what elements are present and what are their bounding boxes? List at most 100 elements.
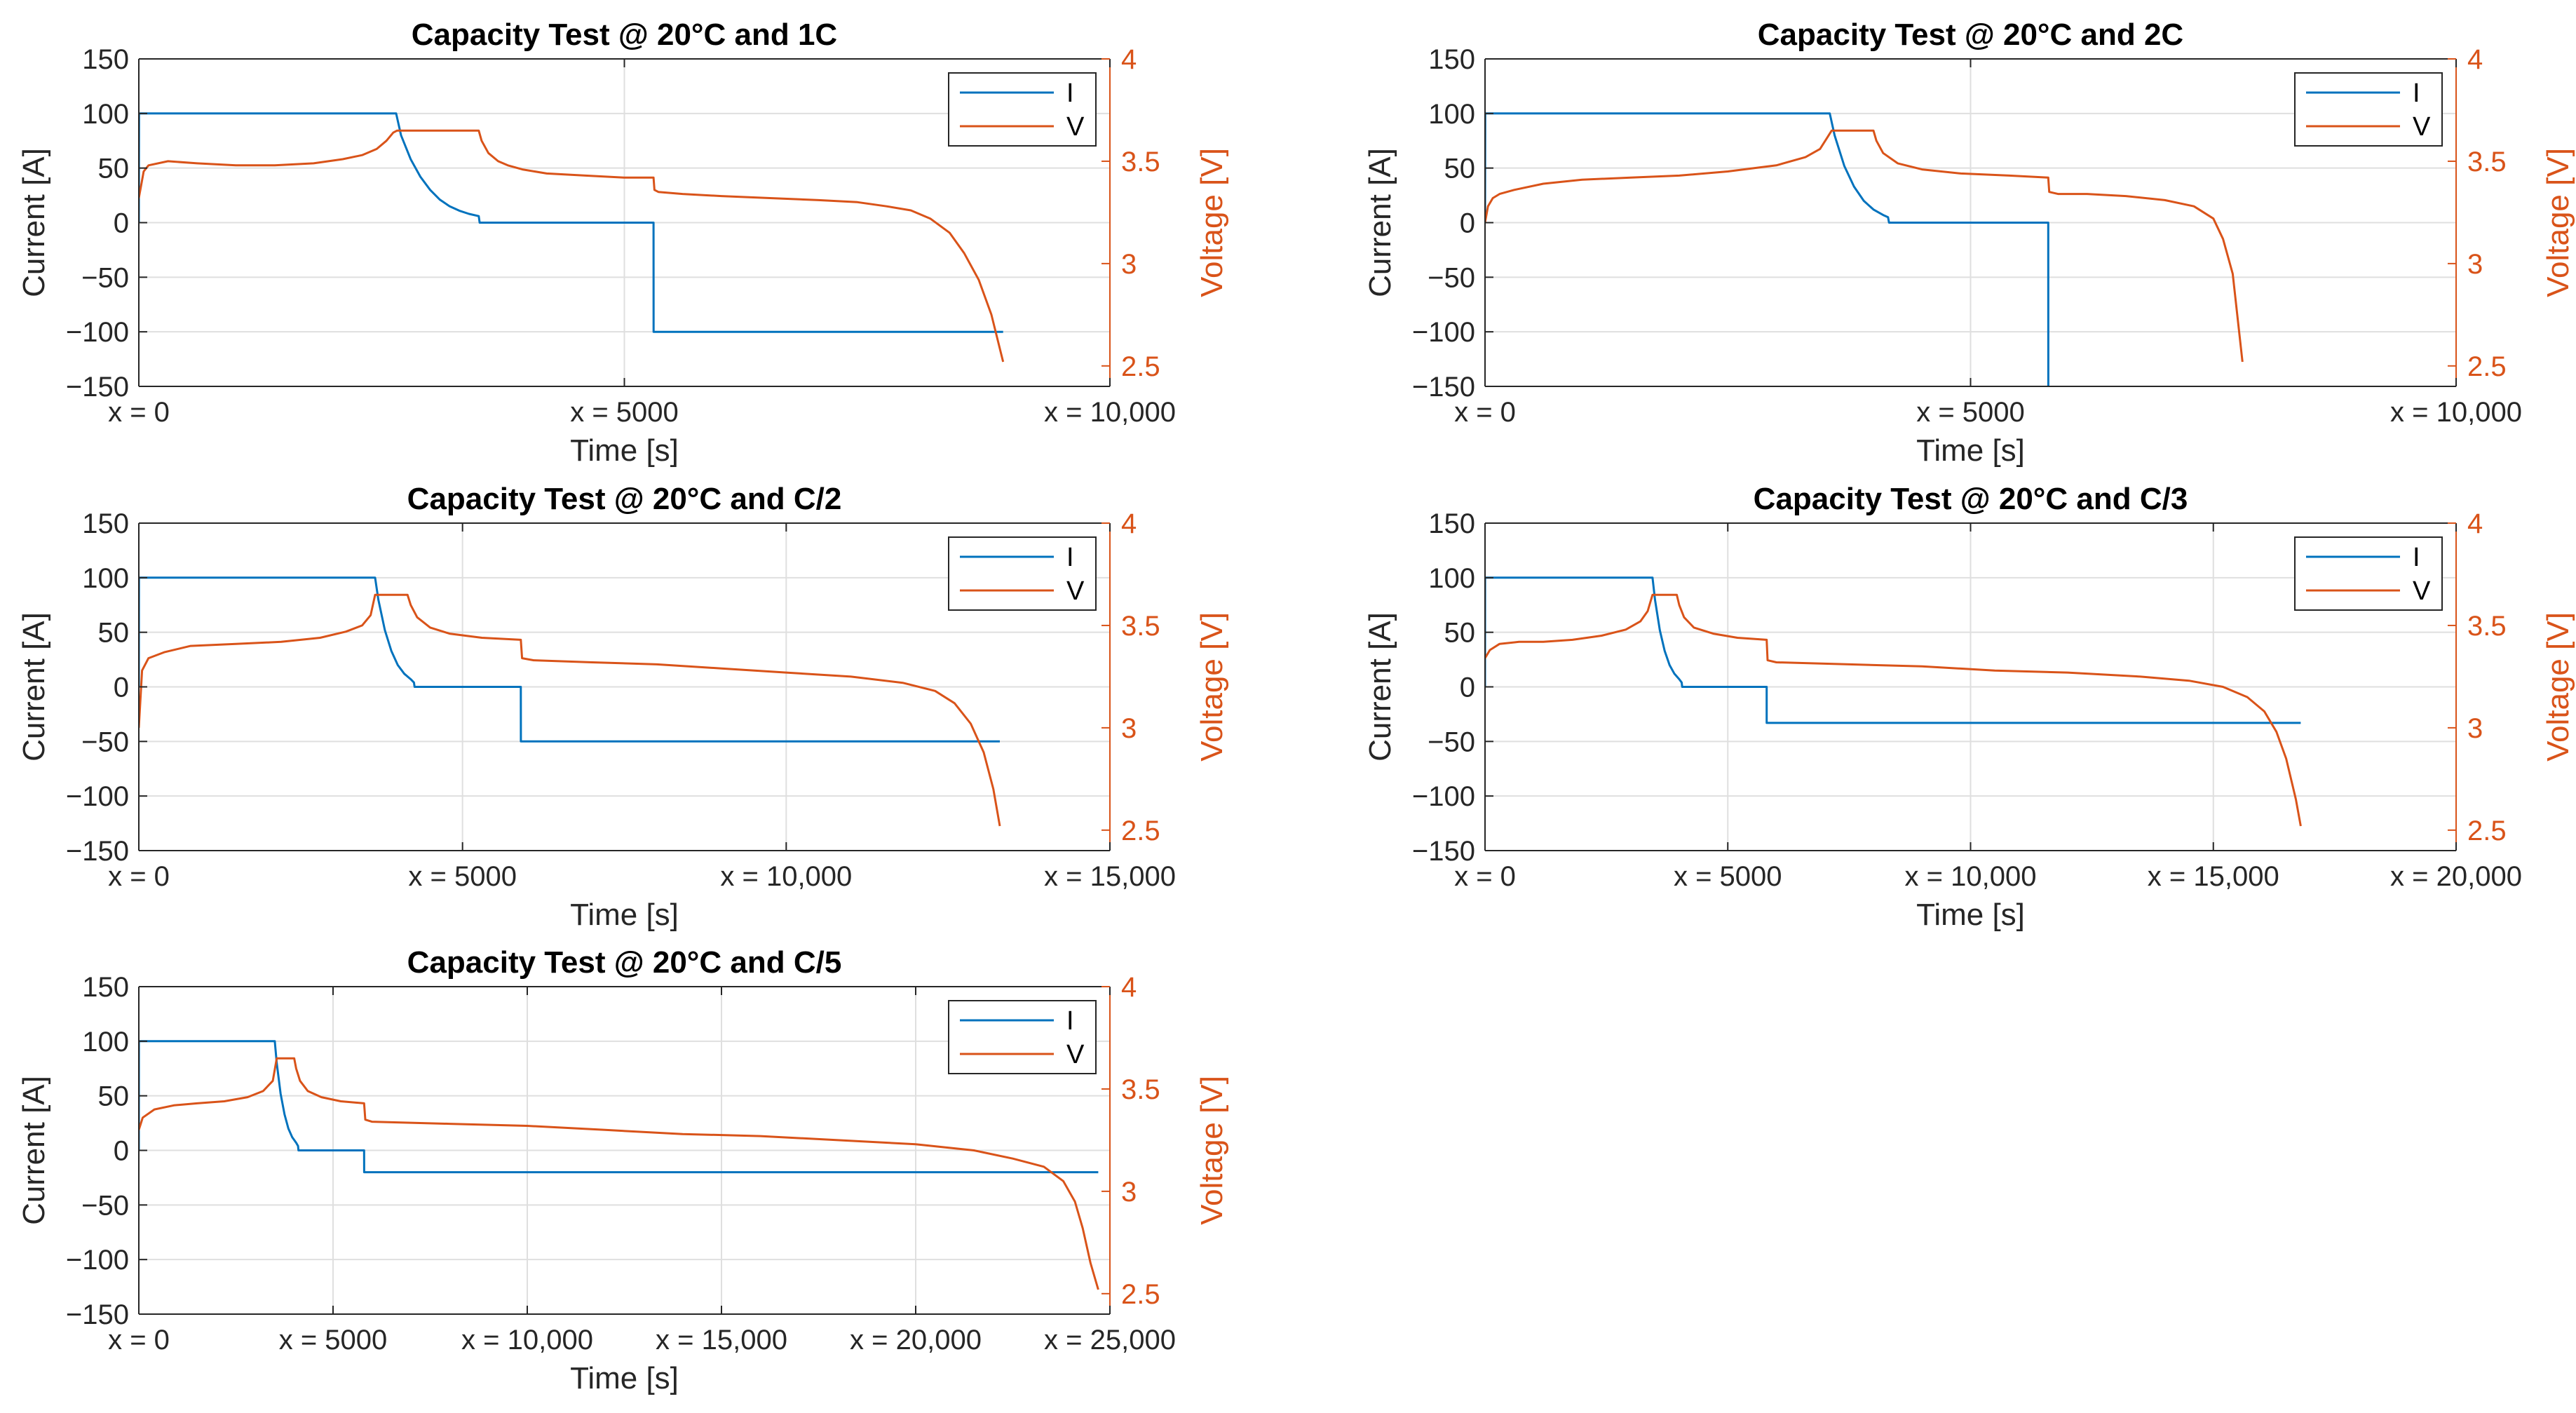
legend-label-voltage: V	[1066, 112, 1085, 142]
y-tick-label: −50	[1428, 262, 1475, 293]
legend-label-voltage: V	[1066, 576, 1085, 606]
x-tick-label: x = 0	[1454, 397, 1516, 428]
y-axis-label: Current [A]	[17, 612, 51, 762]
chart-panel-1c: x = 0 x = 5000 x = 10,000 −150 −100 −50 0 50 100…	[17, 18, 1229, 468]
y2-tick-label: 3.5	[2467, 147, 2507, 177]
chart-panel-c-5: x = 0 x = 5000 x = 10,000 x = 15,000 x = 20,…	[17, 945, 1229, 1395]
y-axis-label: Current [A]	[17, 148, 51, 297]
y-tick-label: −50	[81, 726, 129, 757]
y2-tick-label: 3	[2467, 249, 2483, 280]
y2-tick-label: 3.5	[2467, 611, 2507, 642]
x-tick-label: x = 15,000	[1044, 861, 1176, 892]
y-tick-label: −150	[66, 836, 129, 867]
y2-tick-label: 3.5	[1121, 611, 1160, 642]
chart-title: Capacity Test @ 20°C and 1C	[412, 18, 837, 52]
chart-title: Capacity Test @ 20°C and C/5	[407, 945, 842, 980]
y-tick-label: 0	[114, 208, 129, 239]
legend-label-voltage: V	[2413, 112, 2431, 142]
y2-tick-label: 3.5	[1121, 1074, 1160, 1105]
x-tick-label: x = 25,000	[1044, 1325, 1176, 1355]
x-axis-label: Time [s]	[570, 898, 679, 932]
y-tick-label: −150	[66, 372, 129, 403]
y-tick-label: −100	[66, 1245, 129, 1276]
y2-tick-label: 4	[2467, 508, 2483, 539]
y2-tick-label: 4	[1121, 508, 1137, 539]
y-tick-label: 50	[98, 1081, 130, 1112]
legend-label-current: I	[1066, 1006, 1074, 1036]
y-tick-label: 100	[1428, 563, 1475, 594]
y2-tick-label: 2.5	[2467, 816, 2507, 846]
voltage-series-line	[139, 1057, 1099, 1290]
x-tick-label: x = 0	[108, 397, 170, 428]
y2-tick-label: 2.5	[1121, 816, 1160, 846]
current-series-line	[139, 1040, 1099, 1174]
chart-panel-c-3: x = 0 x = 5000 x = 10,000 x = 15,000 x = 20,…	[1363, 482, 2575, 932]
legend-box	[2294, 536, 2443, 611]
legend-label-current: I	[2413, 543, 2420, 572]
y2-tick-label: 2.5	[2467, 351, 2507, 382]
voltage-series-line	[139, 593, 1001, 827]
y2-tick-label: 3	[1121, 1177, 1137, 1208]
y-tick-label: −150	[66, 1299, 129, 1330]
voltage-series-line	[139, 129, 1005, 363]
y-tick-label: 0	[114, 672, 129, 703]
y2-tick-label: 3.5	[1121, 147, 1160, 177]
y-tick-label: 50	[1444, 154, 1476, 184]
x-tick-label: x = 10,000	[461, 1325, 593, 1355]
y-axis-label: Current [A]	[17, 1076, 51, 1225]
legend-box	[2294, 72, 2443, 147]
current-series-line	[139, 576, 1000, 743]
x-tick-label: x = 5000	[408, 861, 517, 892]
legend-label-voltage: V	[2413, 576, 2431, 606]
y-tick-label: −100	[66, 781, 129, 812]
y2-tick-label: 3	[1121, 249, 1137, 280]
y2-axis-label: Voltage [V]	[1195, 612, 1229, 762]
y-tick-label: 50	[98, 618, 130, 649]
y2-axis-label: Voltage [V]	[1195, 148, 1229, 297]
legend-box	[948, 536, 1097, 611]
x-tick-label: x = 20,000	[2390, 861, 2522, 892]
y-tick-label: −100	[1412, 781, 1475, 812]
y-tick-label: 0	[1460, 672, 1475, 703]
chart-panel-c-2: x = 0 x = 5000 x = 10,000 x = 15,000 −150 −10…	[17, 482, 1229, 932]
y2-tick-label: 4	[1121, 44, 1137, 75]
y-tick-label: 150	[82, 508, 129, 539]
x-tick-label: x = 10,000	[2390, 397, 2522, 428]
legend-box	[948, 72, 1097, 147]
current-series-line	[139, 112, 1003, 333]
y-tick-label: 100	[1428, 99, 1475, 130]
x-tick-label: x = 0	[108, 1325, 170, 1355]
chart-title: Capacity Test @ 20°C and C/2	[407, 482, 842, 516]
y-tick-label: −150	[1412, 836, 1475, 867]
y-tick-label: −150	[1412, 372, 1475, 403]
x-tick-label: x = 15,000	[656, 1325, 787, 1355]
y-tick-label: 150	[1428, 508, 1475, 539]
y-tick-label: −100	[66, 317, 129, 348]
y-tick-label: −50	[81, 262, 129, 293]
x-tick-label: x = 10,000	[1044, 397, 1176, 428]
y2-tick-label: 4	[2467, 44, 2483, 75]
legend-box	[948, 1000, 1097, 1074]
y-tick-label: 150	[82, 972, 129, 1003]
y2-tick-label: 3	[1121, 713, 1137, 744]
y-tick-label: 0	[1460, 208, 1475, 239]
y2-axis-label: Voltage [V]	[2541, 612, 2575, 762]
y-tick-label: −100	[1412, 317, 1475, 348]
x-axis-label: Time [s]	[570, 1361, 679, 1395]
legend-label-current: I	[1066, 543, 1074, 572]
x-axis-label: Time [s]	[1916, 898, 2025, 932]
y-tick-label: −50	[1428, 726, 1475, 757]
y-axis-label: Current [A]	[1363, 148, 1397, 297]
x-tick-label: x = 5000	[1674, 861, 1782, 892]
x-tick-label: x = 10,000	[1905, 861, 2037, 892]
x-tick-label: x = 0	[108, 861, 170, 892]
y-tick-label: 50	[98, 154, 130, 184]
legend-label-current: I	[1066, 79, 1074, 108]
y2-axis-label: Voltage [V]	[2541, 148, 2575, 297]
x-tick-label: x = 20,000	[850, 1325, 982, 1355]
legend-label-current: I	[2413, 79, 2420, 108]
y-tick-label: 100	[82, 563, 129, 594]
voltage-series-line	[1485, 593, 2302, 827]
x-tick-label: x = 15,000	[2148, 861, 2279, 892]
